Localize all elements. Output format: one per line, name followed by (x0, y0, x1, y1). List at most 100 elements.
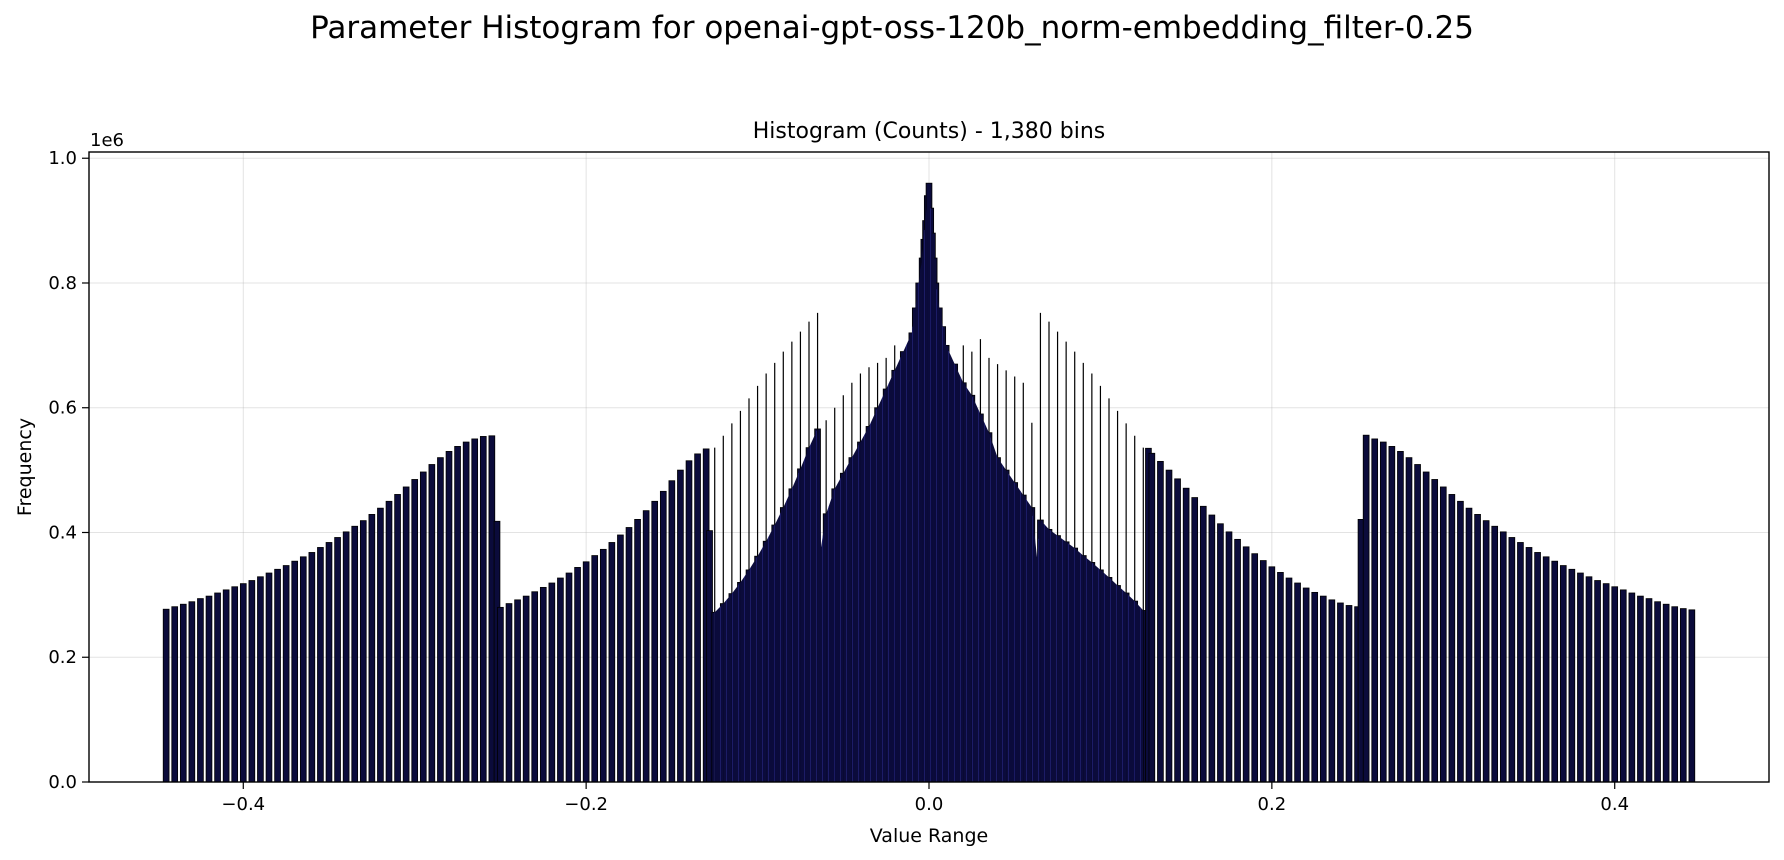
histogram-dense-fill (911, 307, 916, 782)
histogram-dense-fill (954, 364, 964, 782)
histogram-bar (308, 552, 316, 783)
histogram-bar (1534, 552, 1541, 783)
histogram-dense-fill (915, 282, 919, 782)
histogram-bar (642, 510, 650, 783)
histogram-bar (1637, 595, 1644, 783)
histogram-bar (1628, 592, 1636, 783)
histogram-dense-fill (963, 382, 972, 782)
histogram-dense-fill (930, 208, 933, 782)
histogram-bar (565, 572, 573, 783)
histogram-dense-fill (925, 195, 928, 783)
histogram-dense-fill (749, 556, 758, 782)
histogram-dense-fill (1083, 555, 1092, 782)
histogram-bar (1259, 560, 1267, 783)
histogram-dense-fill (1117, 585, 1127, 782)
histogram-bar (428, 464, 436, 783)
histogram-dense-fill (774, 507, 784, 782)
histogram-bar (1362, 434, 1370, 783)
histogram-bar (548, 582, 556, 783)
histogram-dense-fill (821, 513, 827, 782)
x-tick-label: −0.4 (221, 794, 265, 815)
histogram-bar (445, 451, 453, 783)
histogram-dense-fill (946, 345, 955, 782)
histogram-bar (634, 519, 641, 783)
histogram-bar (1602, 583, 1610, 783)
y-axis-label: Frequency (14, 418, 36, 516)
histogram-bar (1611, 586, 1619, 783)
histogram-bar (162, 608, 170, 783)
histogram-bar (437, 457, 444, 783)
histogram-bar (359, 520, 367, 783)
histogram-bar (1328, 599, 1336, 783)
histogram-dense-fill (860, 426, 869, 782)
histogram-bar (514, 599, 521, 783)
histogram-dense-fill (757, 541, 767, 782)
histogram-dense-fill (783, 488, 792, 782)
histogram-dense-fill (877, 389, 887, 782)
histogram-bar (1594, 580, 1601, 783)
histogram-dense-fill (1049, 529, 1058, 782)
histogram-bar (1337, 602, 1344, 783)
histogram-bar (1302, 587, 1310, 783)
y-tick-label: 0.2 (48, 647, 77, 668)
histogram-dense-fill (1057, 535, 1067, 782)
y-tick-label: 0.6 (48, 398, 77, 419)
chart-title: Histogram (Counts) - 1,380 bins (753, 119, 1105, 144)
x-tick-label: 0.2 (1258, 794, 1287, 815)
histogram-dense-fill (766, 525, 775, 782)
histogram-bar (1448, 494, 1456, 783)
histogram-bar (1165, 469, 1173, 783)
histogram-dense-fill (731, 582, 741, 782)
histogram-dense-fill (1126, 593, 1135, 782)
histogram-bar (651, 500, 659, 783)
histogram-bar (197, 598, 204, 783)
histogram-bar (179, 603, 187, 783)
histogram-bar (539, 586, 547, 783)
histogram-bars (162, 182, 1696, 783)
histogram-bar (299, 556, 307, 783)
histogram-bar (1225, 531, 1233, 783)
histogram-bar (1251, 553, 1259, 783)
histogram-bar (274, 568, 281, 783)
histogram-dense-fill (723, 593, 732, 782)
y-tick-label: 0.4 (48, 522, 77, 543)
histogram-bar (1508, 537, 1516, 783)
histogram-bar (1577, 572, 1584, 783)
y-tick-label: 1.0 (48, 148, 77, 169)
histogram-bar (1208, 514, 1216, 783)
histogram-bar (677, 469, 684, 783)
histogram-bar (471, 438, 479, 783)
x-axis-label: Value Range (870, 825, 988, 847)
histogram-bar (1645, 598, 1653, 783)
histogram-bar (1405, 457, 1413, 783)
histogram-bar (1671, 606, 1679, 783)
histogram-dense-fill (903, 332, 912, 782)
histogram-bar (188, 601, 196, 783)
histogram-bar (239, 583, 247, 783)
x-tick-label: −0.2 (564, 794, 608, 815)
histogram-bar (1277, 572, 1284, 783)
histogram-bar (1397, 451, 1404, 783)
histogram-bar (599, 548, 607, 783)
histogram-bar (1474, 514, 1481, 783)
histogram-dense-fill (971, 395, 981, 782)
histogram-dense-fill (740, 569, 749, 782)
histogram-dense-fill (942, 326, 947, 782)
histogram-dense-fill (1037, 520, 1041, 782)
y-axis-ticks: 0.0 0.2 0.4 0.6 0.8 1.0 (48, 148, 89, 793)
histogram-bar (317, 547, 324, 783)
histogram-bar (325, 542, 333, 783)
histogram-bar (1174, 478, 1181, 783)
histogram-bar (1311, 591, 1319, 783)
histogram-bar (1148, 452, 1156, 783)
histogram-bar (1268, 566, 1276, 783)
histogram-bar (617, 534, 624, 783)
histogram-bar (1182, 487, 1190, 783)
histogram-dense-fill (918, 258, 923, 782)
histogram-bar (1319, 595, 1327, 783)
histogram-bar (334, 537, 341, 783)
histogram-bar (411, 479, 419, 783)
x-tick-label: 0.4 (1600, 794, 1629, 815)
histogram-bar (1568, 568, 1576, 783)
